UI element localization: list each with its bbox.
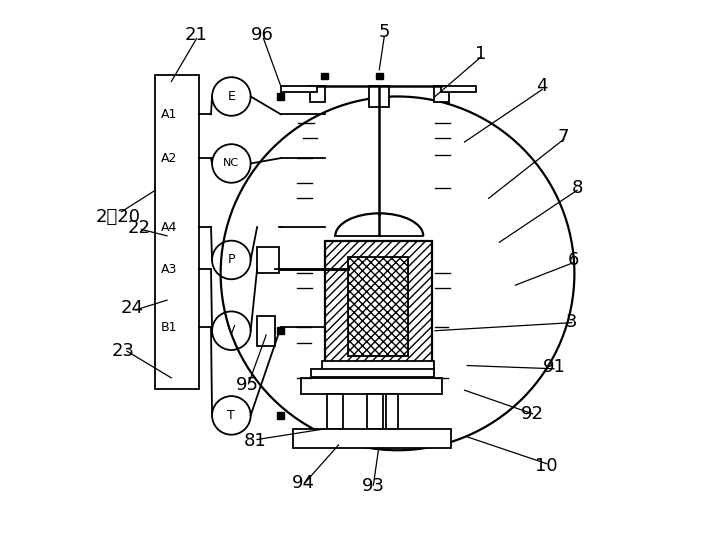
Text: 95: 95 (236, 376, 259, 394)
Bar (367, 394, 383, 429)
Text: NC: NC (223, 159, 240, 168)
Text: 8: 8 (572, 178, 582, 197)
Bar (277, 93, 284, 100)
Bar (348, 257, 408, 356)
Text: V: V (227, 324, 235, 337)
Bar (277, 327, 284, 334)
Bar (325, 241, 432, 370)
Text: 93: 93 (362, 477, 385, 495)
Bar (348, 257, 408, 356)
Bar (311, 369, 434, 377)
Text: 4: 4 (536, 77, 548, 95)
Text: 2、20: 2、20 (95, 208, 140, 226)
Text: 7: 7 (558, 128, 570, 146)
Bar (281, 86, 317, 92)
Text: A2: A2 (161, 152, 177, 165)
Bar (376, 73, 382, 79)
Bar (321, 73, 328, 79)
Text: 24: 24 (121, 299, 144, 317)
Text: 3: 3 (566, 312, 577, 331)
Text: 94: 94 (292, 474, 315, 493)
Bar (257, 316, 275, 346)
Bar (386, 394, 397, 429)
Text: B1: B1 (161, 321, 177, 334)
Bar (325, 241, 432, 370)
Bar (441, 86, 477, 92)
Text: 10: 10 (535, 457, 558, 475)
Text: 91: 91 (543, 358, 565, 376)
Text: 96: 96 (251, 26, 274, 44)
Text: 21: 21 (185, 26, 208, 44)
Bar (301, 378, 442, 394)
Text: 92: 92 (521, 405, 544, 423)
Text: 81: 81 (244, 431, 267, 450)
Bar (156, 75, 199, 389)
Text: A1: A1 (161, 108, 177, 121)
Text: 22: 22 (127, 219, 150, 237)
Bar (369, 86, 390, 107)
Bar (277, 412, 284, 419)
Bar (323, 361, 434, 371)
Bar (310, 86, 325, 102)
Text: 5: 5 (379, 23, 390, 41)
Bar (434, 86, 449, 102)
Text: A4: A4 (161, 221, 177, 234)
Text: 23: 23 (112, 342, 135, 360)
Bar (293, 429, 451, 448)
Text: A3: A3 (161, 263, 177, 276)
Text: 6: 6 (567, 251, 579, 269)
Text: P: P (228, 254, 235, 266)
Text: 1: 1 (475, 44, 486, 63)
Bar (327, 394, 343, 429)
Bar (257, 247, 279, 273)
Text: E: E (228, 90, 235, 103)
Text: T: T (228, 409, 235, 422)
